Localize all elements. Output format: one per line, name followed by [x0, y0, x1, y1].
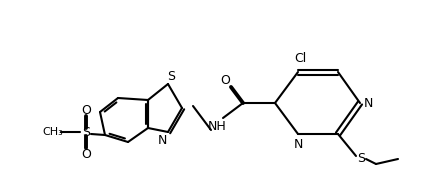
Text: S: S: [167, 70, 175, 83]
Text: N: N: [157, 134, 167, 147]
Text: N: N: [363, 97, 373, 110]
Text: Cl: Cl: [294, 52, 306, 65]
Text: NH: NH: [207, 119, 226, 132]
Text: O: O: [220, 73, 230, 86]
Text: N: N: [293, 137, 303, 150]
Text: S: S: [82, 126, 90, 139]
Text: CH₃: CH₃: [43, 127, 63, 137]
Text: O: O: [81, 147, 91, 161]
Text: O: O: [81, 103, 91, 116]
Text: S: S: [357, 153, 365, 166]
